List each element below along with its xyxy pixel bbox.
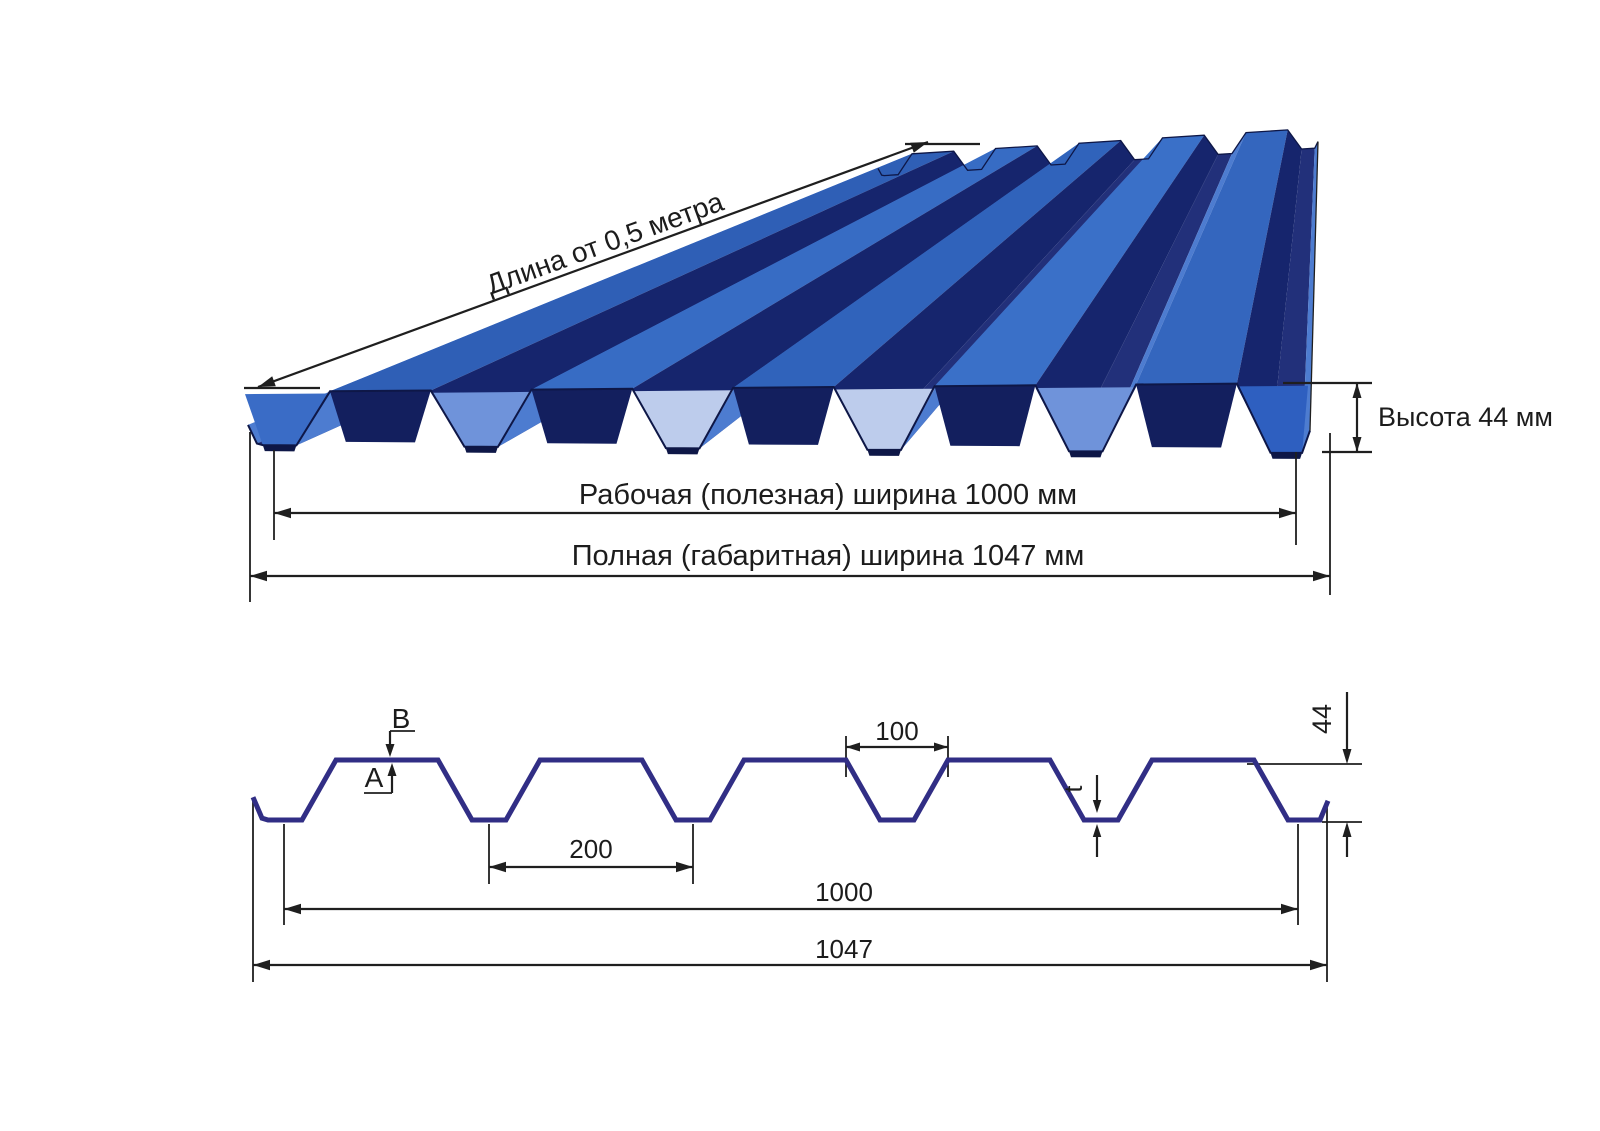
- pitch-label: 200: [569, 834, 612, 864]
- working-width-label: Рабочая (полезная) ширина 1000 мм: [579, 479, 1077, 511]
- overall-width-label: Полная (габаритная) ширина 1047 мм: [572, 540, 1085, 572]
- profile-height-label: 44: [1307, 704, 1337, 734]
- profile-overall-width-label: 1047: [815, 934, 873, 964]
- height-dimension-label: Высота 44 мм: [1378, 402, 1553, 432]
- profile-cross-section: [250, 757, 1331, 823]
- profile-working-width-label: 1000: [815, 877, 873, 907]
- coating-a-label: A: [365, 762, 384, 793]
- dimension-lines: [244, 140, 1372, 982]
- thickness-label: t: [1060, 785, 1088, 792]
- rib-opening-label: 100: [875, 716, 918, 746]
- corrugated-sheet-3d: [245, 129, 1319, 459]
- coating-b-label: B: [392, 703, 411, 734]
